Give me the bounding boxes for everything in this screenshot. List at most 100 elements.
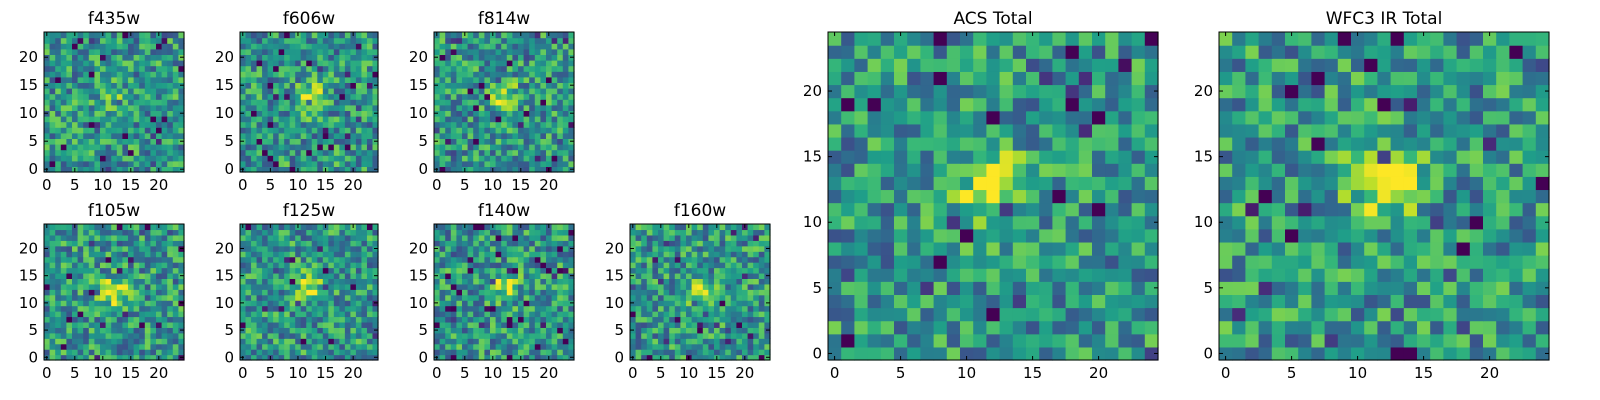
heatmap-cell [473,224,480,231]
heatmap-cell [663,283,670,290]
heatmap-cell [167,37,174,44]
heatmap-cell [161,138,168,145]
heatmap-cell [317,300,324,307]
heatmap-cell [630,256,637,263]
heatmap-cell [495,138,502,145]
heatmap-cell [568,262,575,269]
heatmap-cell [94,138,101,145]
heatmap-cell [240,155,247,162]
heatmap-cell [333,82,340,89]
heatmap-cell [680,289,687,296]
heatmap-cell [144,338,151,345]
heatmap-cell [529,267,536,274]
heatmap-cell [262,149,269,156]
heatmap-cell [540,316,547,323]
heatmap-cell [72,343,79,350]
axes-frame [629,223,771,361]
heatmap-cell [111,224,118,231]
heatmap-cell [240,116,247,123]
heatmap-cell [350,155,357,162]
heatmap-cell [267,256,274,263]
heatmap-cell [490,311,497,318]
heatmap-cell [251,76,258,83]
heatmap-cell [456,99,463,106]
heatmap-cell [111,71,118,78]
heatmap-cell [361,54,368,61]
heatmap-cell [973,307,987,322]
heatmap-cell [841,281,855,295]
heatmap-cell [350,272,357,279]
heatmap-cell [122,43,129,50]
heatmap-cell [144,349,151,356]
heatmap-cell [161,160,168,167]
heatmap-cell [133,65,140,72]
heatmap-cell [333,278,340,285]
heatmap-cell [156,229,163,236]
heatmap-cell [344,60,351,67]
heatmap-cell [529,155,536,162]
heatmap-cell [150,234,157,241]
heatmap-cell [111,37,118,44]
heatmap-cell [562,127,569,134]
heatmap-cell [439,160,446,167]
heatmap-cell [111,93,118,100]
heatmap-cell [495,327,502,334]
heatmap-cell [44,76,51,83]
heatmap-cell [245,110,252,117]
heatmap-cell [562,88,569,95]
heatmap-cell [512,327,519,334]
heatmap-cell [355,305,363,312]
heatmap-cell [568,149,575,156]
heatmap-cell [686,300,693,307]
heatmap-cell [534,321,541,328]
heatmap-cell [333,327,340,334]
heatmap-cell [105,104,112,111]
heatmap-cell [339,132,346,139]
heatmap-cell [267,127,274,134]
heatmap-cell [635,332,642,339]
heatmap-cell [828,346,842,361]
heatmap-cell [72,60,79,67]
heatmap-cell [534,251,541,258]
heatmap-cell [462,338,469,345]
heatmap-cell [44,116,51,123]
heatmap-cell [116,93,123,100]
heatmap-cell [328,121,335,128]
heatmap-cell [111,300,118,307]
heatmap-cell [551,116,558,123]
heatmap-cell [999,189,1014,204]
heatmap-cell [256,54,263,61]
heatmap-cell [691,338,698,345]
heatmap-cell [328,332,335,339]
heatmap-cell [439,37,446,44]
heatmap-cell [178,116,185,123]
heatmap-cell [512,256,519,263]
heatmap-cell [350,43,357,50]
heatmap-cell [66,305,73,312]
heatmap-cell [551,166,558,173]
heatmap-cell [273,37,280,44]
heatmap-cell [523,349,530,356]
heatmap-cell [172,338,179,345]
heatmap-cell [278,127,285,134]
heatmap-cell [546,349,553,356]
heatmap-cell [111,121,118,128]
heatmap-cell [311,116,318,123]
heatmap-cell [161,144,168,151]
heatmap-cell [289,65,296,72]
heatmap-cell [366,343,374,350]
heatmap-cell [333,316,340,323]
heatmap-cell [256,32,263,39]
heatmap-cell [730,267,737,274]
heatmap-cell [100,76,107,83]
heatmap-cell [674,349,681,356]
heatmap-cell [551,127,558,134]
heatmap-cell [94,132,101,139]
heatmap-cell [150,166,157,173]
heatmap-cell [262,338,269,345]
heatmap-cell [551,71,558,78]
heatmap-cell [462,71,469,78]
heatmap-cell [267,121,274,128]
heatmap-cell [128,99,135,106]
heatmap-cell [289,48,296,55]
